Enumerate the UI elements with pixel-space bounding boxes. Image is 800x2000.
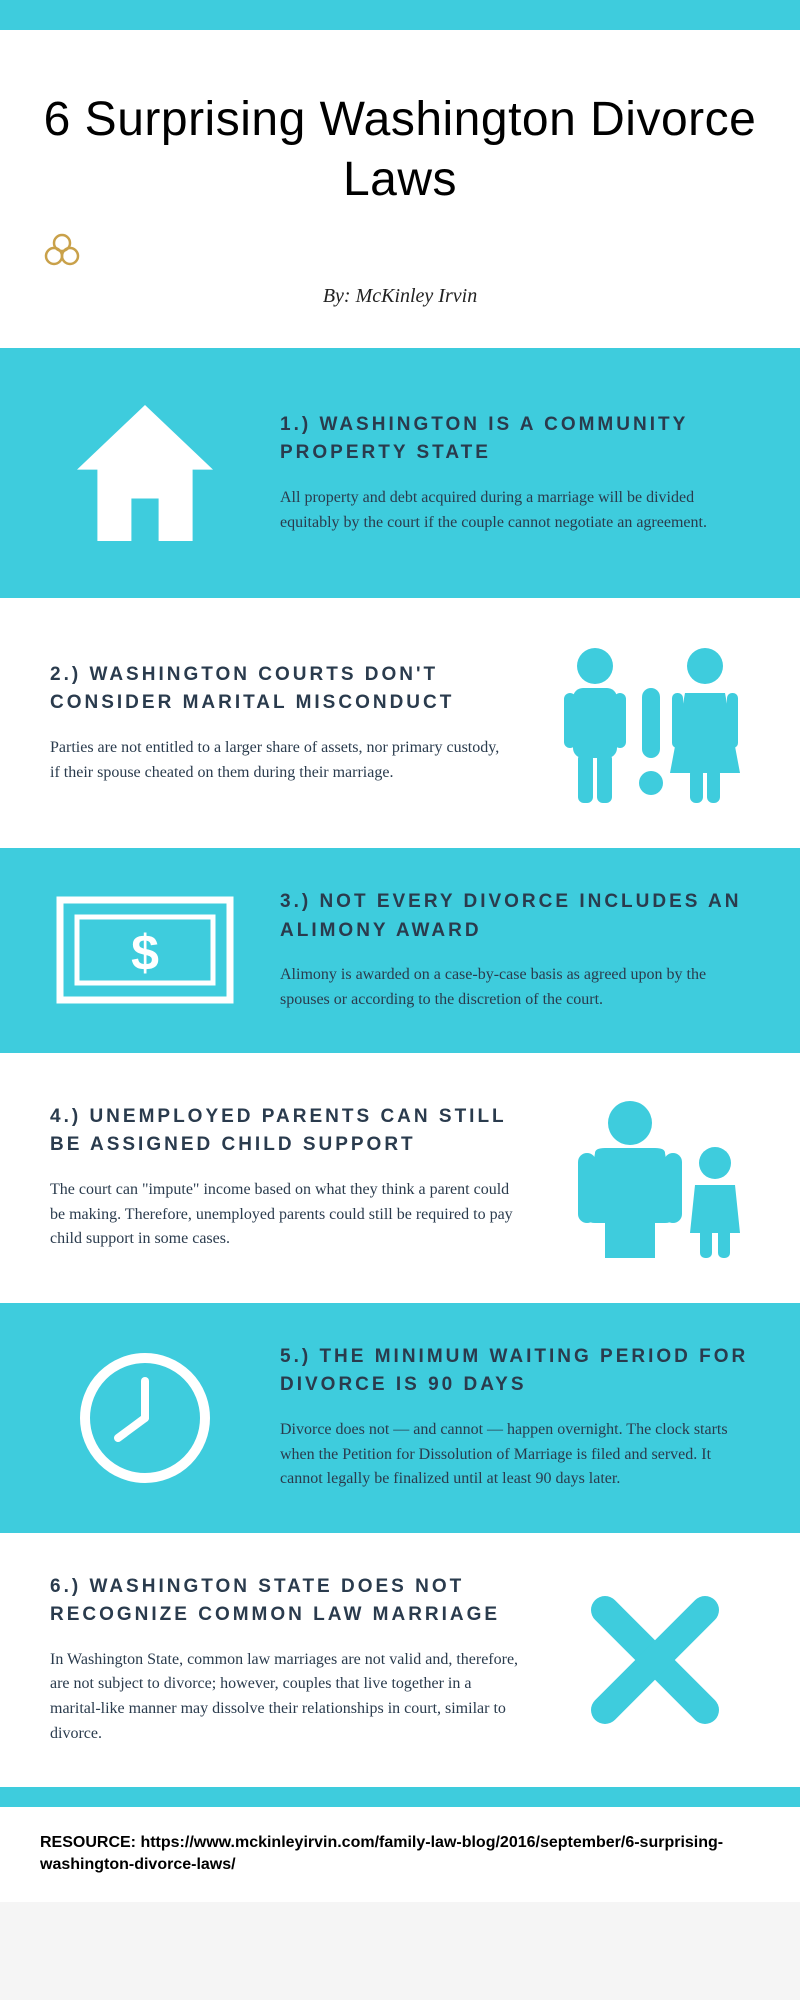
page-title: 6 Surprising Washington Divorce Laws: [40, 90, 760, 210]
section-1: 1.) WASHINGTON IS A COMMUNITY PROPERTY S…: [0, 348, 800, 598]
section-6-text: 6.) WASHINGTON STATE DOES NOT RECOGNIZE …: [50, 1573, 520, 1747]
resource-text: RESOURCE: https://www.mckinleyirvin.com/…: [40, 1832, 760, 1877]
bottom-accent-bar: [0, 1787, 800, 1807]
clock-icon: [50, 1343, 240, 1493]
resource-section: RESOURCE: https://www.mckinleyirvin.com/…: [0, 1807, 800, 1902]
section-2-body: Parties are not entitled to a larger sha…: [50, 736, 510, 786]
section-1-text: 1.) WASHINGTON IS A COMMUNITY PROPERTY S…: [280, 411, 750, 536]
section-5-heading: 5.) THE MINIMUM WAITING PERIOD FOR DIVOR…: [280, 1343, 750, 1400]
svg-text:$: $: [131, 925, 159, 981]
section-4-heading: 4.) UNEMPLOYED PARENTS CAN STILL BE ASSI…: [50, 1103, 520, 1160]
section-1-heading: 1.) WASHINGTON IS A COMMUNITY PROPERTY S…: [280, 411, 750, 468]
parent-child-icon: [560, 1093, 750, 1263]
x-icon: [560, 1585, 750, 1735]
header: 6 Surprising Washington Divorce Laws By:…: [0, 70, 800, 348]
section-2-text: 2.) WASHINGTON COURTS DON'T CONSIDER MAR…: [50, 661, 510, 786]
section-5-text: 5.) THE MINIMUM WAITING PERIOD FOR DIVOR…: [280, 1343, 750, 1492]
ornament-icon: [40, 230, 760, 270]
section-6-heading: 6.) WASHINGTON STATE DOES NOT RECOGNIZE …: [50, 1573, 520, 1630]
section-2: 2.) WASHINGTON COURTS DON'T CONSIDER MAR…: [0, 598, 800, 848]
section-4: 4.) UNEMPLOYED PARENTS CAN STILL BE ASSI…: [0, 1053, 800, 1303]
top-accent-bar: [0, 0, 800, 30]
section-3: $ 3.) NOT EVERY DIVORCE INCLUDES AN ALIM…: [0, 848, 800, 1053]
section-5-body: Divorce does not — and cannot — happen o…: [280, 1418, 750, 1492]
infographic-container: 6 Surprising Washington Divorce Laws By:…: [0, 0, 800, 1902]
money-icon: $: [50, 895, 240, 1005]
section-3-text: 3.) NOT EVERY DIVORCE INCLUDES AN ALIMON…: [280, 888, 750, 1013]
couple-exclaim-icon: [550, 638, 750, 808]
section-4-text: 4.) UNEMPLOYED PARENTS CAN STILL BE ASSI…: [50, 1103, 520, 1252]
section-3-heading: 3.) NOT EVERY DIVORCE INCLUDES AN ALIMON…: [280, 888, 750, 945]
section-3-body: Alimony is awarded on a case-by-case bas…: [280, 963, 750, 1013]
house-icon: [50, 388, 240, 558]
section-6: 6.) WASHINGTON STATE DOES NOT RECOGNIZE …: [0, 1533, 800, 1787]
section-5: 5.) THE MINIMUM WAITING PERIOD FOR DIVOR…: [0, 1303, 800, 1533]
section-1-body: All property and debt acquired during a …: [280, 486, 750, 536]
byline: By: McKinley Irvin: [40, 285, 760, 308]
section-6-body: In Washington State, common law marriage…: [50, 1648, 520, 1747]
section-4-body: The court can "impute" income based on w…: [50, 1178, 520, 1252]
section-2-heading: 2.) WASHINGTON COURTS DON'T CONSIDER MAR…: [50, 661, 510, 718]
